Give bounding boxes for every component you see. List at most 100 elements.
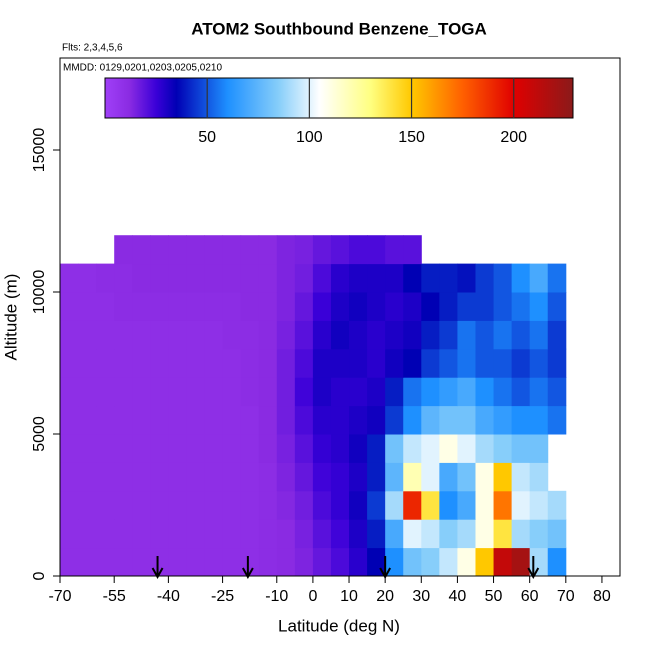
heat-cell — [222, 377, 242, 407]
heat-cell — [132, 519, 151, 549]
heat-cell — [186, 320, 206, 350]
heat-cell — [168, 235, 187, 265]
heat-cell — [403, 490, 422, 520]
heat-cell — [367, 235, 386, 265]
heat-cell — [168, 405, 187, 435]
heat-cell — [114, 490, 133, 520]
heat-cell — [475, 434, 495, 463]
heat-cell — [457, 292, 476, 321]
heat-cell — [312, 235, 332, 265]
heat-cell — [60, 377, 79, 407]
heat-cell — [330, 263, 350, 293]
heat-cell — [493, 490, 513, 520]
heat-cell — [312, 348, 332, 378]
heat-cell — [330, 405, 350, 435]
heat-cell — [168, 320, 187, 350]
heat-cell — [493, 348, 513, 378]
heat-cell — [78, 434, 97, 463]
heat-cell — [493, 292, 513, 321]
heat-cell — [114, 292, 133, 321]
heat-cell — [511, 405, 531, 435]
heat-cell — [385, 462, 404, 492]
heat-cell — [240, 320, 260, 350]
heat-cell — [204, 547, 224, 577]
heat-cell — [276, 263, 296, 293]
x-tick-label: -40 — [157, 588, 180, 605]
arrow-head — [527, 567, 540, 580]
heat-cell — [385, 377, 404, 407]
heat-cell — [547, 547, 567, 577]
x-tick-label: 10 — [340, 588, 358, 605]
heat-cell — [403, 547, 422, 577]
heat-cell — [60, 434, 79, 463]
heat-cell — [276, 462, 296, 492]
arrow — [241, 556, 254, 580]
heat-cell — [403, 348, 422, 378]
heat-cell — [475, 462, 495, 492]
heat-cell — [132, 348, 151, 378]
heat-cell — [78, 263, 97, 293]
heat-cell — [403, 519, 422, 549]
heat-cell — [312, 519, 332, 549]
heat-cell — [60, 519, 79, 549]
heat-cell — [222, 462, 242, 492]
heat-cell — [294, 348, 314, 378]
heat-cell — [439, 320, 458, 350]
heat-cell — [204, 292, 224, 321]
heat-cell — [294, 320, 314, 350]
heat-cell — [439, 547, 458, 577]
heat-cell — [385, 434, 404, 463]
heat-cell — [96, 320, 115, 350]
heat-cell — [114, 434, 133, 463]
heat-cell — [240, 462, 260, 492]
heat-cell — [258, 348, 278, 378]
heat-cell — [529, 434, 549, 463]
heat-cell — [511, 462, 531, 492]
heat-cell — [294, 377, 314, 407]
heat-cell — [240, 547, 260, 577]
heat-cell — [60, 348, 79, 378]
heat-cell — [475, 377, 495, 407]
heat-cell — [367, 377, 386, 407]
heat-cell — [385, 405, 404, 435]
heat-cell — [421, 519, 440, 549]
heat-cell — [186, 490, 206, 520]
heat-cell — [276, 292, 296, 321]
heat-cell — [529, 263, 549, 293]
heat-cell — [222, 405, 242, 435]
heat-cell — [78, 519, 97, 549]
heat-cell — [204, 462, 224, 492]
heat-cell — [258, 235, 278, 265]
heat-cell — [258, 462, 278, 492]
heat-cell — [96, 263, 115, 293]
heat-cell — [78, 490, 97, 520]
heat-cell — [132, 292, 151, 321]
heat-cell — [421, 377, 440, 407]
heat-cell — [312, 547, 332, 577]
heat-cell — [367, 348, 386, 378]
heat-cell — [150, 519, 169, 549]
heat-cell — [439, 405, 458, 435]
heat-cell — [330, 235, 350, 265]
heat-cell — [150, 263, 169, 293]
heat-cell — [78, 547, 97, 577]
heat-cell — [114, 263, 133, 293]
heat-cell — [547, 320, 567, 350]
heat-cell — [330, 320, 350, 350]
heat-cell — [258, 434, 278, 463]
heat-cell — [312, 462, 332, 492]
heat-cell — [222, 292, 242, 321]
x-tick-label: -25 — [211, 588, 234, 605]
heat-cell — [204, 348, 224, 378]
heat-cell — [78, 377, 97, 407]
heat-cell — [96, 434, 115, 463]
heat-cell — [529, 320, 549, 350]
heat-cell — [132, 320, 151, 350]
heat-cell — [457, 519, 476, 549]
y-tick-label: 0 — [31, 571, 48, 580]
heat-cell — [439, 462, 458, 492]
heat-cell — [421, 292, 440, 321]
x-tick-label: 30 — [412, 588, 430, 605]
heat-cell — [475, 348, 495, 378]
heat-cell — [114, 320, 133, 350]
